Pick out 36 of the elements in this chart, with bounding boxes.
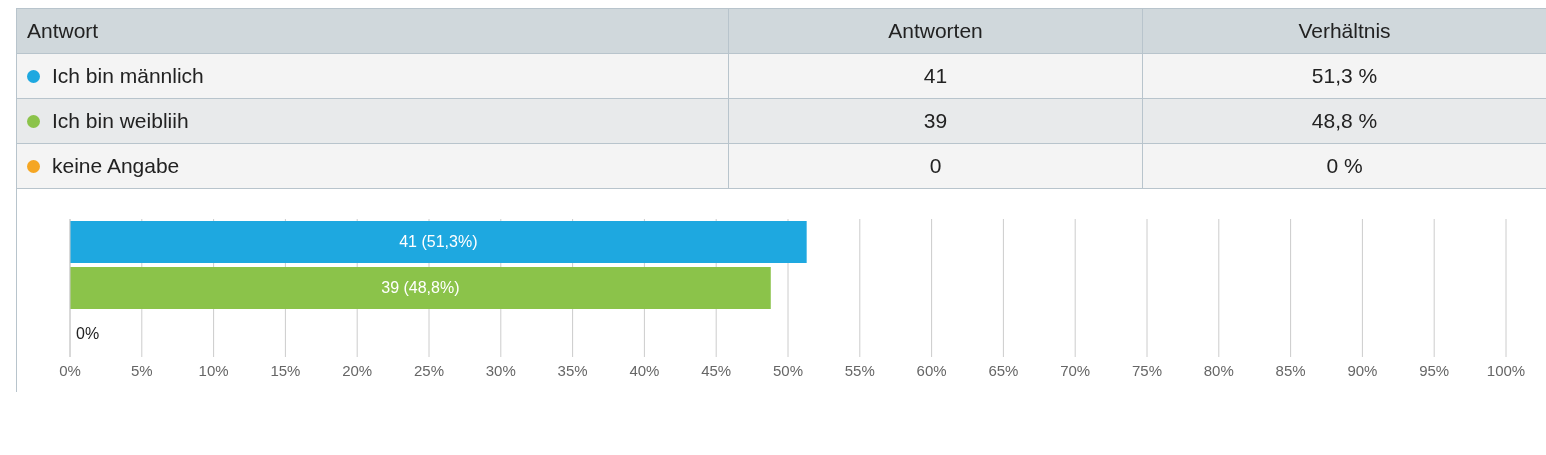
- x-tick-label: 35%: [557, 361, 588, 379]
- x-tick-label: 90%: [1347, 361, 1378, 379]
- text: Antworten: [729, 9, 1143, 54]
- x-tick-label: 25%: [413, 361, 445, 379]
- data-label: 0%: [76, 325, 100, 342]
- x-tick-label: 55%: [844, 361, 875, 379]
- text: Antwort: [17, 9, 729, 54]
- x-tick-label: 5%: [130, 361, 153, 379]
- x-tick-label: 10%: [198, 361, 229, 379]
- text: 0: [729, 144, 1143, 189]
- x-tick-label: 15%: [270, 361, 301, 379]
- x-tick-label: 45%: [701, 361, 732, 379]
- text: 51,3 %: [1143, 54, 1546, 99]
- text: 39: [729, 99, 1143, 144]
- text: Ich bin weibliih: [17, 99, 729, 144]
- text: keine Angabe: [17, 144, 729, 189]
- text: 0 %: [1143, 144, 1546, 189]
- data-label: 41 (51,3%): [399, 233, 478, 250]
- x-tick-label: 75%: [1131, 361, 1163, 379]
- x-tick-label: 30%: [485, 361, 516, 379]
- text: 41: [729, 54, 1143, 99]
- text: Verhältnis: [1143, 9, 1546, 54]
- x-tick-label: 65%: [988, 361, 1019, 379]
- x-tick-label: 0%: [59, 361, 81, 379]
- x-tick-label: 100%: [1486, 361, 1526, 379]
- x-tick-label: 60%: [916, 361, 947, 379]
- text: 48,8 %: [1143, 99, 1546, 144]
- x-tick-label: 80%: [1203, 361, 1234, 379]
- x-tick-label: 20%: [342, 361, 373, 379]
- x-tick-label: 95%: [1419, 361, 1450, 379]
- x-tick-label: 40%: [629, 361, 660, 379]
- x-tick-label: 50%: [772, 361, 804, 379]
- data-label: 39 (48,8%): [381, 279, 460, 296]
- x-tick-label: 85%: [1275, 361, 1306, 379]
- text: Ich bin männlich: [17, 54, 729, 99]
- x-tick-label: 70%: [1060, 361, 1091, 379]
